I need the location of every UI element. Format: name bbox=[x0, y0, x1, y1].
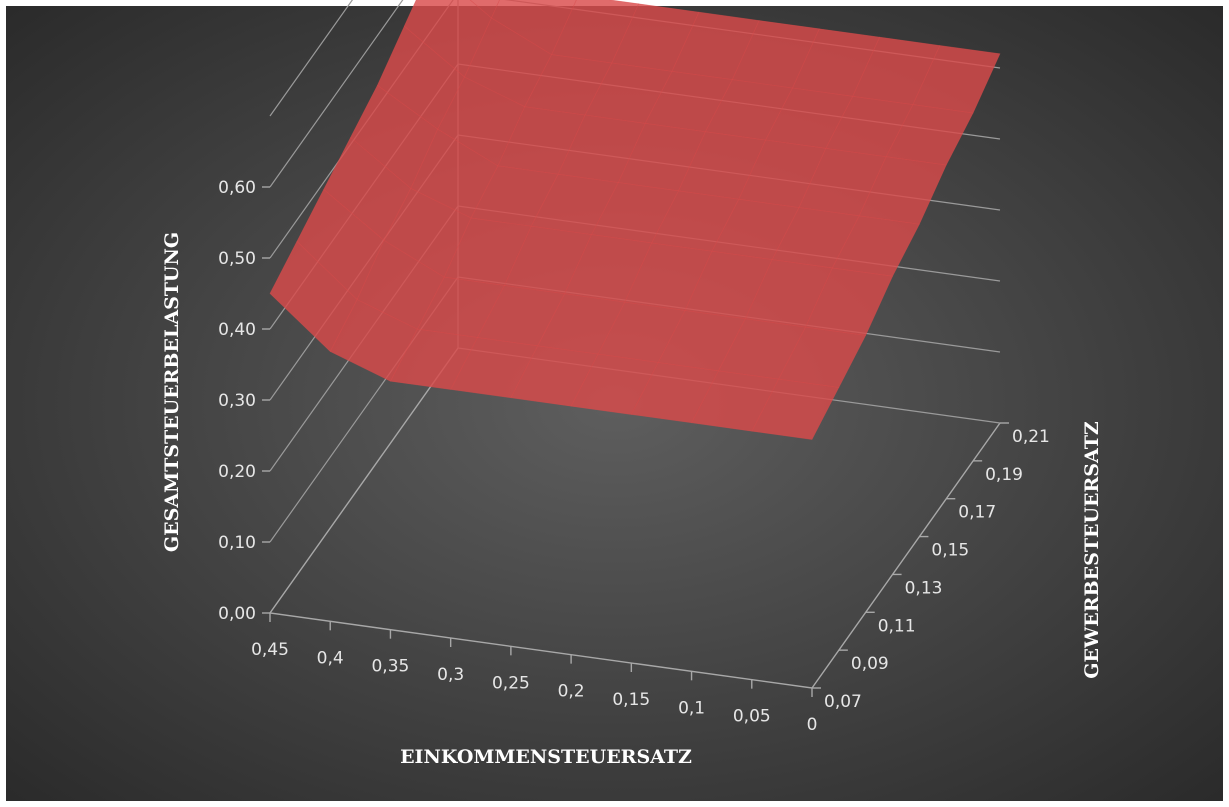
x-tick-label: 0,45 bbox=[251, 640, 289, 660]
x-tick-label: 0,35 bbox=[371, 657, 409, 677]
y-tick-label: 0,07 bbox=[824, 692, 862, 712]
floor-axis-line bbox=[268, 347, 1001, 689]
z-tick-label: 0,50 bbox=[218, 249, 256, 269]
x-tick-label: 0,1 bbox=[678, 698, 705, 718]
y-tick-label: 0,11 bbox=[878, 616, 916, 636]
x-tick-label: 0 bbox=[807, 715, 818, 735]
label-layer: 0,000,100,200,300,400,500,600,45 0,4 0,35 0… bbox=[218, 178, 1050, 735]
x-tick-label: 0,15 bbox=[612, 690, 650, 710]
y-tick-label: 0,13 bbox=[905, 578, 943, 598]
y-tick-label: 0,19 bbox=[985, 465, 1023, 485]
z-tick-label: 0,30 bbox=[218, 391, 256, 411]
z-tick-label: 0,00 bbox=[218, 604, 256, 624]
y-axis-title: GEWERBESTEUERSATZ bbox=[1081, 421, 1103, 679]
x-tick-label: 0,3 bbox=[437, 665, 464, 685]
y-tick-label: 0,09 bbox=[851, 654, 889, 674]
x-tick-label: 0,4 bbox=[317, 648, 344, 668]
surface-patch bbox=[751, 378, 840, 440]
z-tick-label: 0,10 bbox=[218, 533, 256, 553]
x-tick-label: 0,25 bbox=[492, 673, 530, 693]
z-tick-label: 0,60 bbox=[218, 178, 256, 198]
z-tick-label: 0,20 bbox=[218, 462, 256, 482]
y-tick-label: 0,17 bbox=[958, 503, 996, 523]
y-tick-label: 0,21 bbox=[1012, 427, 1050, 447]
x-axis-title: EINKOMMENSTEUERSATZ bbox=[400, 746, 692, 768]
z-tick-label: 0,40 bbox=[218, 320, 256, 340]
x-tick-label: 0,2 bbox=[558, 682, 585, 702]
z-gridline bbox=[269, 0, 404, 188]
z-gridline-top bbox=[269, 0, 354, 117]
z-axis-title: GESAMTSTEUERBELASTUNG bbox=[161, 232, 183, 552]
x-tick-label: 0,05 bbox=[733, 707, 771, 727]
y-tick-label: 0,15 bbox=[931, 541, 969, 561]
surface-layer bbox=[269, 0, 1001, 440]
